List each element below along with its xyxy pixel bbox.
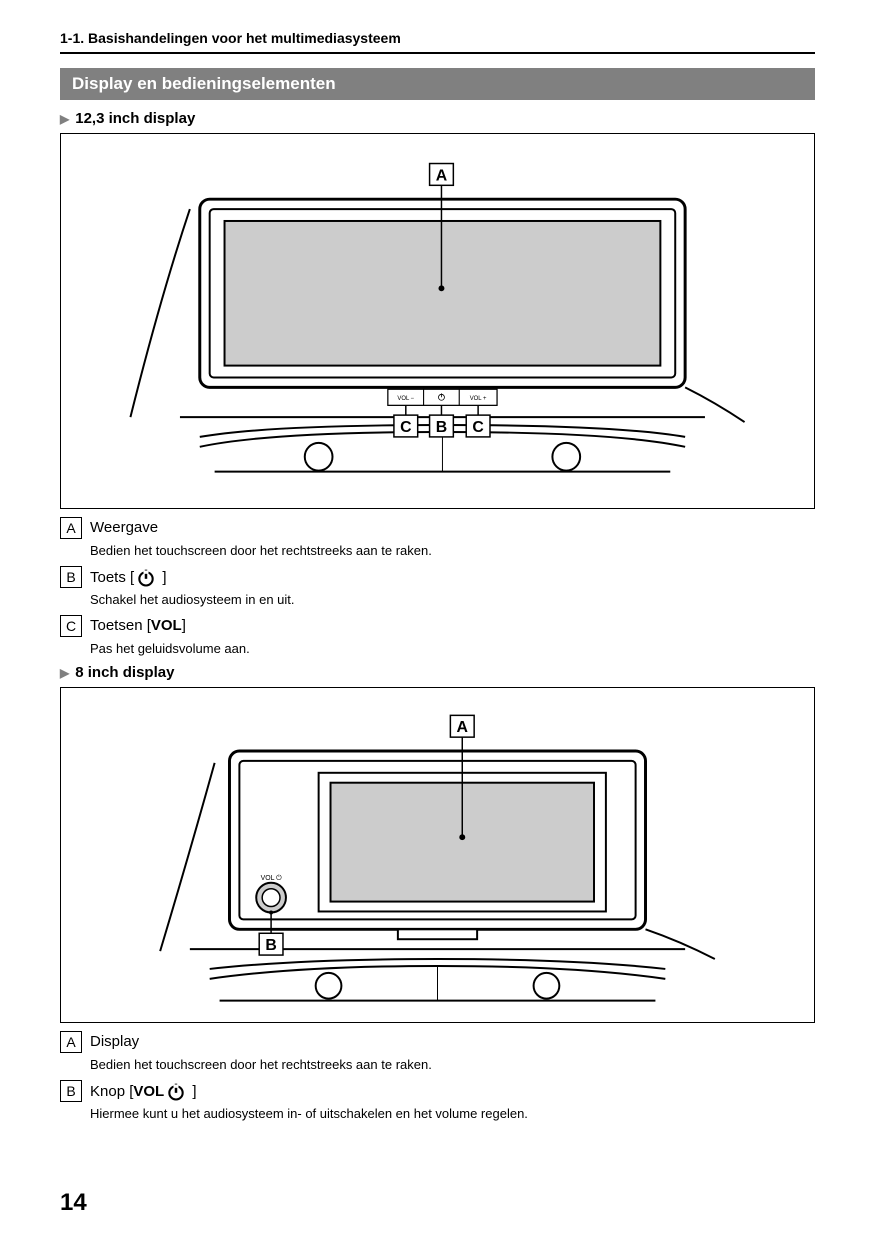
legend-suffix: ] xyxy=(182,617,186,634)
legend-desc: Schakel het audiosysteem in en uit. xyxy=(90,592,815,607)
svg-text:B: B xyxy=(265,937,276,954)
legend-letter: A xyxy=(60,1031,82,1053)
figure-12-3: VOL − VOL + A C B C xyxy=(60,133,815,509)
svg-text:B: B xyxy=(436,419,447,436)
section-title: Display en bedieningselementen xyxy=(60,68,815,100)
legend-row: C Toetsen [VOL] xyxy=(60,615,815,637)
legend-row: A Display xyxy=(60,1031,815,1053)
diagram-8: VOL ⏻ A B xyxy=(71,702,804,1012)
subheading-display-2: ▶ 8 inch display xyxy=(60,664,815,681)
legend-desc: Bedien het touchscreen door het rechtstr… xyxy=(90,543,815,558)
legend-suffix: ] xyxy=(188,1083,196,1100)
power-icon xyxy=(166,1082,186,1102)
svg-text:C: C xyxy=(472,419,483,436)
legend-row: B Knop [VOL ] xyxy=(60,1080,815,1102)
legend-title: Toets [ ] xyxy=(90,566,167,588)
legend-letter: B xyxy=(60,566,82,588)
svg-text:VOL +: VOL + xyxy=(470,396,487,402)
legend-title: Knop [VOL ] xyxy=(90,1080,197,1102)
power-icon xyxy=(136,568,156,588)
legend-title: Toetsen [VOL] xyxy=(90,615,186,634)
svg-text:VOL −: VOL − xyxy=(397,396,414,402)
svg-text:VOL ⏻: VOL ⏻ xyxy=(261,874,283,882)
svg-text:A: A xyxy=(436,167,448,184)
svg-text:C: C xyxy=(400,419,411,436)
subheading-text: 8 inch display xyxy=(75,664,174,681)
svg-text:A: A xyxy=(457,719,469,736)
legend-bold: VOL xyxy=(133,1083,164,1100)
legend-desc: Bedien het touchscreen door het rechtstr… xyxy=(90,1057,815,1072)
page-number: 14 xyxy=(60,1189,87,1217)
diagram-12-3: VOL − VOL + A C B C xyxy=(71,148,804,498)
subheading-display-1: ▶ 12,3 inch display xyxy=(60,110,815,127)
legend-prefix: Toetsen [ xyxy=(90,617,151,634)
legend-prefix: Knop [ xyxy=(90,1083,133,1100)
legend-letter: C xyxy=(60,615,82,637)
legend-prefix: Toets [ xyxy=(90,569,134,586)
triangle-icon: ▶ xyxy=(60,666,69,680)
legend-bold: VOL xyxy=(151,617,182,634)
legend-row: A Weergave xyxy=(60,517,815,539)
legend-title: Display xyxy=(90,1031,139,1050)
triangle-icon: ▶ xyxy=(60,112,69,126)
legend-suffix: ] xyxy=(158,569,166,586)
figure-8: VOL ⏻ A B xyxy=(60,687,815,1023)
legend-letter: A xyxy=(60,517,82,539)
subheading-text: 12,3 inch display xyxy=(75,110,195,127)
legend-letter: B xyxy=(60,1080,82,1102)
legend-desc: Pas het geluidsvolume aan. xyxy=(90,641,815,656)
legend-row: B Toets [ ] xyxy=(60,566,815,588)
page-header: 1-1. Basishandelingen voor het multimedi… xyxy=(60,30,815,54)
legend-desc: Hiermee kunt u het audiosysteem in- of u… xyxy=(90,1106,815,1121)
legend-title: Weergave xyxy=(90,517,158,536)
